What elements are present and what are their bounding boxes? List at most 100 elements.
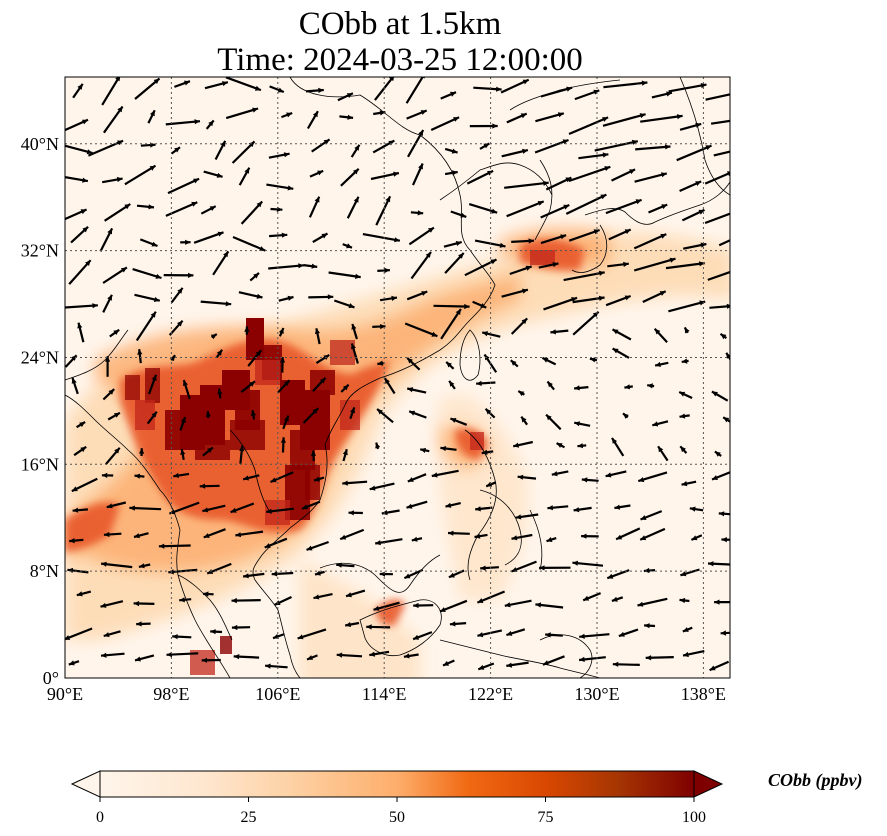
wind-arrow-head: [573, 507, 580, 513]
wind-arrow-head: [207, 447, 213, 453]
x-tick-label: 138°E: [681, 684, 726, 704]
wind-arrow-head: [593, 89, 600, 95]
wind-arrow-head: [734, 236, 740, 241]
wind-arrow-head: [413, 602, 419, 609]
wind-arrow-head: [579, 633, 585, 639]
wind-arrow-head: [188, 272, 194, 278]
wind-arrow-head: [631, 139, 638, 145]
wind-arrow-head: [259, 246, 266, 251]
wind-arrow-shaft: [594, 140, 639, 152]
wind-arrow-head: [411, 536, 418, 542]
wind-arrow-head: [522, 288, 528, 294]
wind-arrow-head: [101, 472, 108, 478]
wind-arrow-head: [79, 422, 86, 428]
plume-core-medium: [135, 250, 555, 675]
wind-arrow-head: [431, 331, 438, 337]
wind-arrow-head: [431, 472, 438, 478]
wind-arrow-head: [451, 148, 458, 154]
wind-arrow-head: [348, 510, 354, 516]
wind-arrow-shaft: [563, 271, 605, 282]
wind-arrow-head: [546, 537, 553, 542]
wind-arrow-head: [684, 327, 690, 334]
wind-arrow-head: [281, 232, 288, 238]
wind-arrow-shaft: [713, 150, 730, 157]
wind-arrow-head: [133, 601, 140, 607]
wind-arrow-head: [250, 410, 256, 416]
wind-arrow-head: [474, 533, 481, 539]
wind-arrow-head: [560, 234, 567, 240]
wind-arrow-head: [169, 355, 176, 362]
wind-arrow-shaft: [710, 119, 730, 125]
wind-arrow-head: [428, 227, 434, 233]
wind-arrow-head: [389, 77, 395, 82]
wind-arrow-head: [312, 111, 318, 118]
wind-arrow-head: [421, 291, 428, 296]
wind-arrow-shaft: [565, 193, 607, 215]
wind-arrow-head: [618, 631, 625, 637]
wind-arrow-head: [413, 634, 420, 640]
wind-arrow-head: [612, 348, 619, 354]
wind-arrow-head: [340, 534, 347, 540]
wind-arrow-head: [270, 477, 277, 483]
wind-arrow-head: [71, 377, 77, 384]
wind-arrow-head: [298, 263, 304, 269]
wind-arrow-head: [659, 291, 666, 296]
wind-arrow-head: [177, 320, 183, 327]
wind-arrow-head: [616, 534, 623, 540]
wind-arrow-head: [420, 110, 427, 115]
wind-arrow-shaft: [124, 164, 157, 186]
wind-arrow-head: [107, 228, 113, 235]
wind-arrow-head: [136, 621, 142, 627]
wind-arrow-head: [345, 622, 351, 628]
wind-arrow-head: [85, 260, 91, 266]
wind-arrow-head: [77, 322, 83, 329]
wind-arrow-head: [409, 410, 416, 416]
wind-arrow-head: [394, 237, 400, 243]
wind-arrow-head: [506, 630, 513, 636]
wind-arrow-head: [680, 446, 686, 453]
wind-arrow-shaft: [404, 322, 438, 338]
wind-arrow-head: [490, 259, 497, 265]
wind-arrow-head: [679, 391, 686, 397]
wind-arrow-head: [256, 201, 263, 208]
wind-arrow-head: [353, 196, 359, 203]
wind-arrow-head: [552, 262, 559, 268]
wind-arrow-head: [179, 597, 185, 603]
wind-arrow-head: [135, 656, 141, 662]
wind-arrow-head: [551, 471, 558, 477]
wind-arrow-head: [482, 331, 488, 337]
wind-arrow-head: [317, 170, 324, 176]
wind-arrow-head: [80, 209, 87, 215]
wind-arrow-head: [476, 380, 482, 386]
wind-arrow-head: [342, 449, 348, 456]
wind-arrow-head: [547, 505, 553, 511]
wind-arrow-head: [652, 421, 659, 427]
wind-arrow-head: [185, 239, 191, 245]
wind-arrow-head: [153, 78, 160, 84]
wind-arrow-head: [420, 447, 426, 453]
wind-arrow-head: [511, 535, 518, 541]
wind-arrow-head: [327, 294, 334, 300]
wind-arrow-shaft: [540, 86, 573, 98]
wind-arrow-head: [695, 122, 702, 128]
wind-arrow-head: [336, 652, 343, 658]
wind-arrow-head: [455, 309, 461, 315]
wind-arrow-head: [283, 152, 290, 158]
wind-arrow-head: [286, 112, 293, 118]
wind-arrow-head: [149, 165, 156, 171]
wind-arrow-head: [407, 477, 414, 482]
colorbar-extend-low: [70, 770, 101, 798]
wind-arrow-shaft: [633, 233, 667, 250]
wind-arrow-shaft: [362, 233, 401, 242]
wind-arrow-head: [222, 81, 228, 87]
wind-arrow-head: [203, 591, 209, 597]
wind-arrow-head: [455, 241, 462, 246]
wind-arrow-head: [711, 391, 718, 397]
wind-arrow-head: [180, 449, 186, 455]
wind-arrow-head: [683, 651, 689, 658]
wind-arrow-head: [194, 119, 200, 125]
wind-arrow-head: [346, 93, 353, 98]
wind-arrow-head: [689, 506, 696, 512]
wind-arrow-head: [449, 621, 456, 627]
wind-arrow-head: [353, 168, 359, 175]
